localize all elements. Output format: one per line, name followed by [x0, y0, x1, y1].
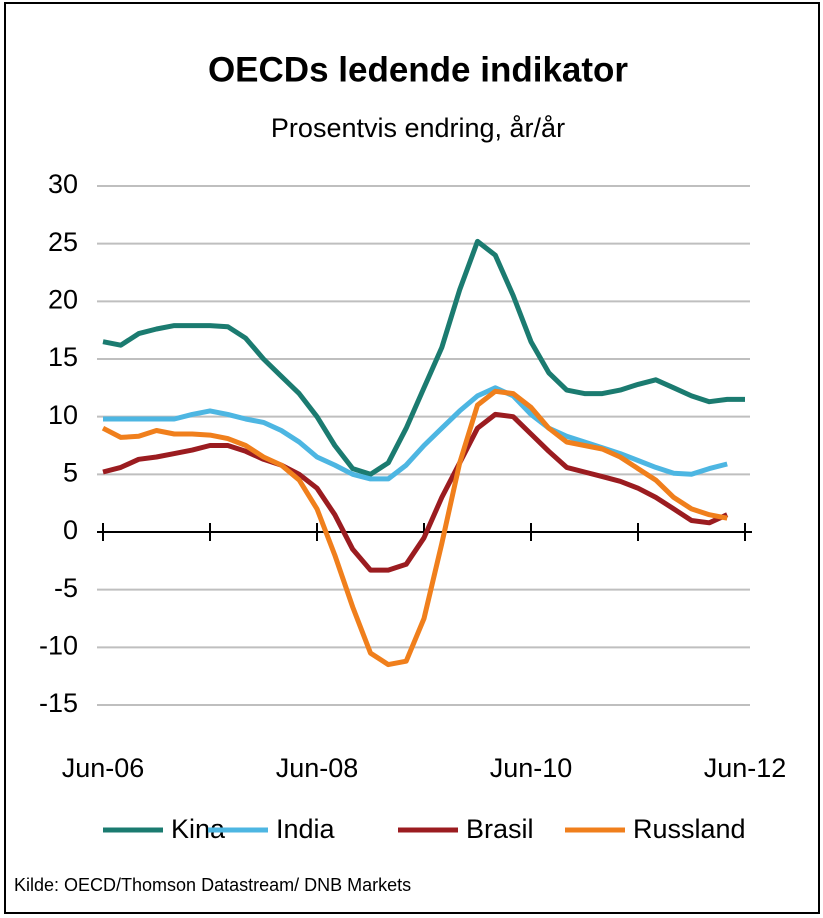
series-line [102, 238, 745, 477]
series-line [101, 388, 728, 668]
y-tick-label: 5 [63, 457, 78, 487]
x-tick-label: Jun-08 [276, 753, 359, 783]
y-tick-label: 0 [63, 515, 78, 545]
legend-label: Brasil [466, 814, 534, 844]
legend-label: Russland [633, 814, 746, 844]
chart-subtitle: Prosentvis endring, år/år [271, 113, 565, 143]
y-tick-label: 20 [48, 284, 78, 314]
x-tick-label: Jun-12 [704, 753, 787, 783]
series-line [102, 411, 729, 573]
y-tick-label: 25 [48, 227, 78, 257]
y-tick-label: 15 [48, 342, 78, 372]
legend-label: India [276, 814, 336, 844]
series-line [103, 385, 728, 482]
chart-title: OECDs ledende indikator [208, 50, 628, 89]
x-tick-label: Jun-06 [62, 753, 145, 783]
source: Kilde: OECD/Thomson Datastream/ DNB Mark… [14, 875, 411, 895]
y-tick-label: -5 [54, 573, 78, 603]
y-tick-label: -15 [39, 688, 78, 718]
x-tick-label: Jun-10 [490, 753, 573, 783]
y-tick-label: 10 [48, 400, 78, 430]
y-tick-label: 30 [48, 169, 78, 199]
y-tick-label: -10 [39, 630, 78, 660]
